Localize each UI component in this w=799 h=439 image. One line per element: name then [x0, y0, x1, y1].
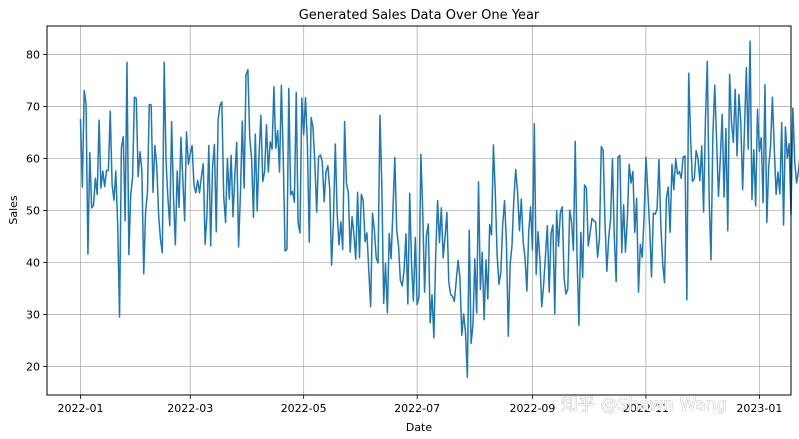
x-axis-ticks: 2022-01 2022-03 2022-05 2022-07 2022-09 2022-… [57, 395, 782, 415]
x-axis-label: Date [406, 421, 433, 434]
x-tick-label: 2022-07 [394, 402, 440, 415]
x-tick-label: 2022-01 [57, 402, 103, 415]
y-tick-label: 30 [26, 308, 40, 321]
x-tick-label: 2023-01 [736, 402, 782, 415]
y-tick-label: 20 [26, 360, 40, 373]
y-tick-label: 80 [26, 49, 40, 62]
y-axis-label: Sales [7, 195, 20, 225]
y-tick-label: 60 [26, 153, 40, 166]
series-line-sales [79, 40, 799, 379]
y-tick-label: 50 [26, 205, 40, 218]
watermark-text: 知乎 @Shawn Wang [561, 395, 727, 415]
x-tick-label: 2022-11 [623, 402, 669, 415]
chart-title: Generated Sales Data Over One Year [299, 8, 540, 23]
x-tick-label: 2022-05 [281, 402, 327, 415]
y-tick-label: 40 [26, 256, 40, 269]
x-tick-label: 2022-09 [509, 402, 555, 415]
x-tick-label: 2022-03 [167, 402, 213, 415]
y-axis-ticks: 20 30 40 50 60 70 80 [26, 49, 47, 373]
y-tick-label: 70 [26, 101, 40, 114]
